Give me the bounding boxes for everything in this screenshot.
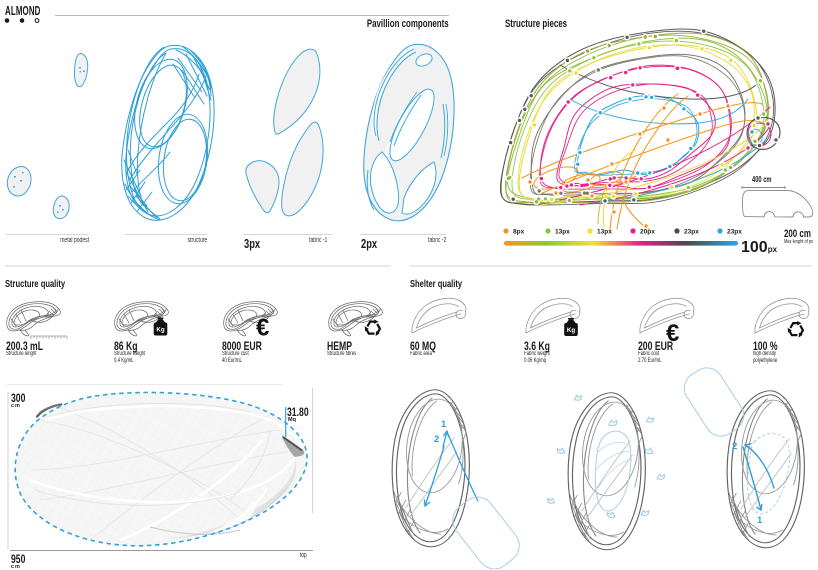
svg-text:€: €: [666, 320, 679, 347]
svg-text:8px: 8px: [513, 229, 525, 236]
svg-text:1: 1: [441, 419, 447, 430]
svg-text:€: €: [256, 315, 269, 342]
svg-text:23px: 23px: [727, 229, 742, 236]
svg-text:20px: 20px: [640, 229, 655, 236]
svg-text:2: 2: [732, 441, 737, 452]
svg-text:13px: 13px: [597, 229, 612, 236]
svg-text:23px: 23px: [684, 229, 699, 236]
svg-text:1: 1: [757, 515, 763, 526]
svg-text:2: 2: [434, 434, 439, 445]
svg-text:13px: 13px: [555, 229, 570, 236]
